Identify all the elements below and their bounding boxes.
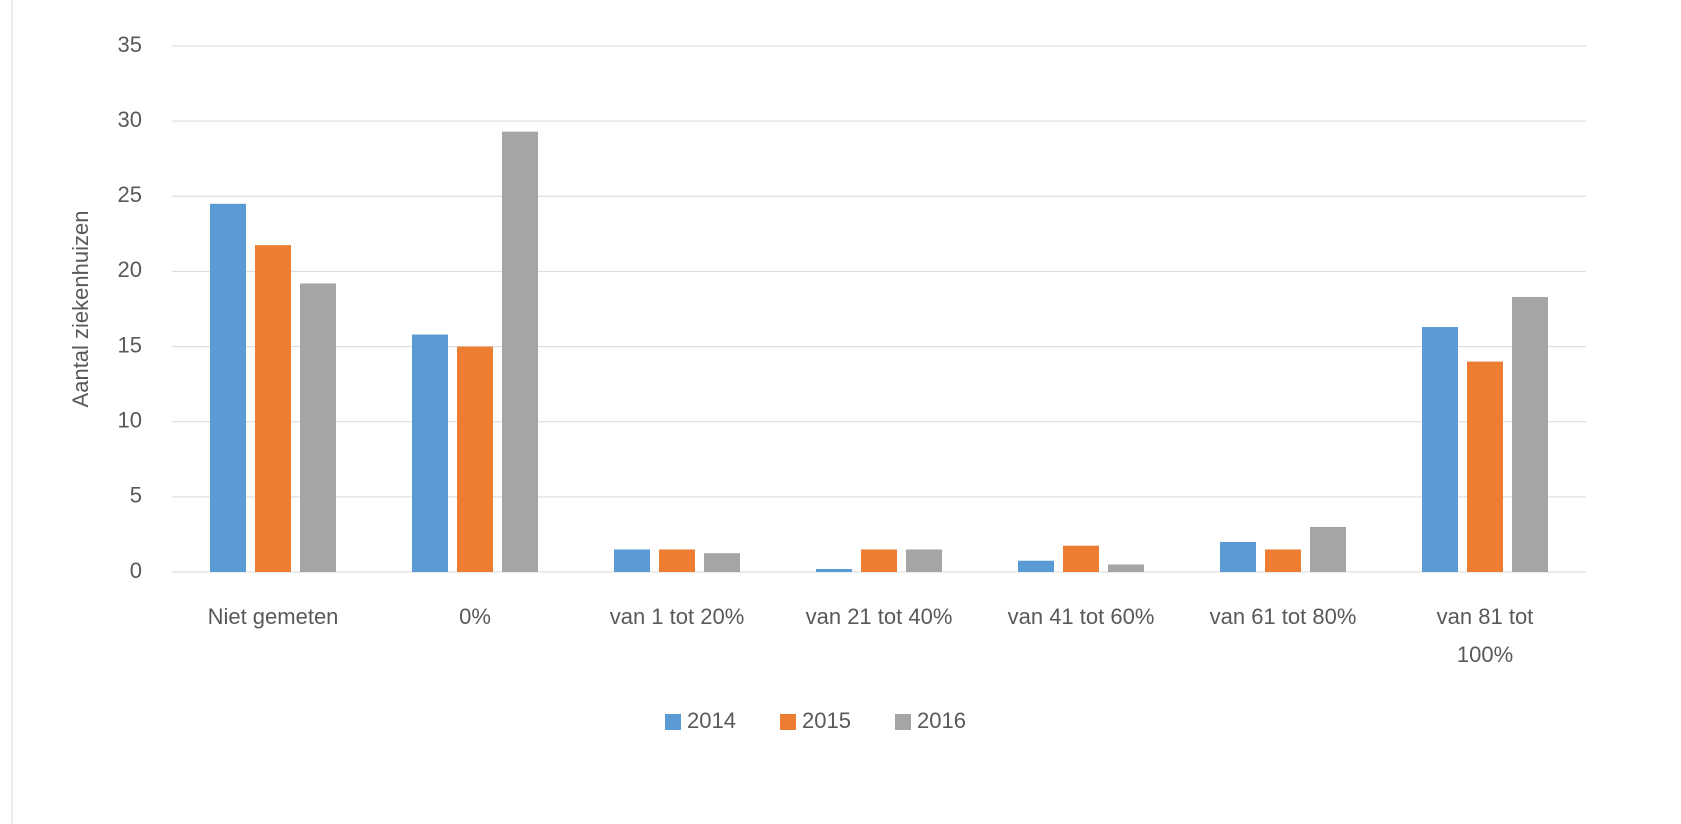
bar	[1512, 296, 1548, 572]
bar	[1018, 560, 1054, 572]
legend-label: 2015	[802, 708, 851, 733]
y-tick-label: 35	[118, 32, 142, 57]
bar	[412, 334, 448, 572]
legend-label: 2014	[687, 708, 736, 733]
y-tick-label: 10	[118, 408, 142, 433]
y-tick-label: 15	[118, 332, 142, 357]
y-tick-label: 0	[130, 558, 142, 583]
bar	[255, 245, 291, 572]
bar	[1108, 564, 1144, 572]
bar	[704, 553, 740, 572]
y-tick-label: 25	[118, 182, 142, 207]
legend-swatch	[895, 714, 911, 730]
bar	[659, 549, 695, 572]
bar	[502, 131, 538, 573]
x-tick-label: van 81 tot 100%	[1436, 604, 1534, 667]
x-tick-label: Niet gemeten	[207, 604, 339, 629]
x-tick-label: van 21 tot 40%	[805, 604, 953, 629]
bar	[1422, 327, 1458, 572]
bar	[1310, 526, 1346, 572]
x-tick-label: van 1 tot 20%	[609, 604, 745, 629]
bar	[1265, 549, 1301, 572]
x-tick-label: van 41 tot 60%	[1007, 604, 1155, 629]
bar	[861, 549, 897, 572]
bar	[1063, 545, 1099, 572]
y-tick-label: 20	[118, 257, 142, 282]
legend-swatch	[665, 714, 681, 730]
y-tick-label: 5	[130, 483, 142, 508]
x-tick-label: van 61 tot 80%	[1209, 604, 1357, 629]
bar	[300, 283, 336, 572]
y-tick-label: 30	[118, 107, 142, 132]
x-tick-label: 0%	[459, 604, 491, 629]
bar	[210, 203, 246, 573]
legend-label: 2016	[917, 708, 966, 733]
bar	[1467, 361, 1503, 572]
bar	[614, 549, 650, 572]
bar	[906, 549, 942, 572]
bar	[1220, 541, 1256, 572]
legend-swatch	[780, 714, 796, 730]
bar	[457, 346, 493, 572]
y-axis-label: Aantal ziekenhuizen	[68, 211, 93, 408]
bar	[816, 568, 852, 572]
